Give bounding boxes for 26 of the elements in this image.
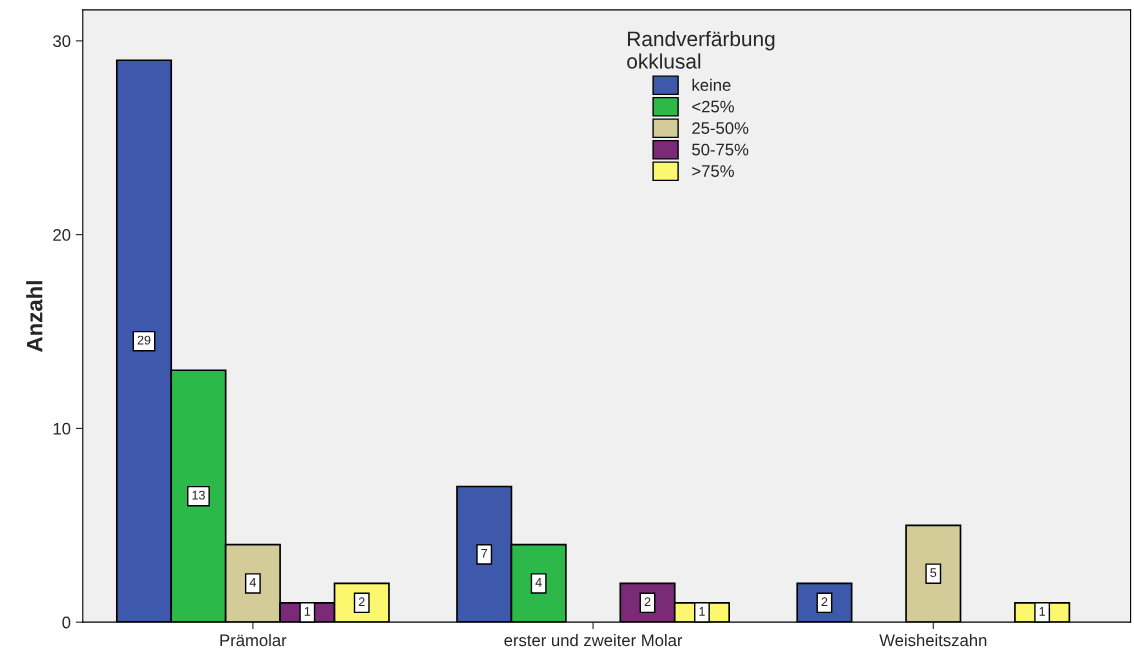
y-tick-label: 30 — [53, 35, 71, 48]
data-label: 2 — [358, 597, 365, 607]
data-label: 4 — [249, 578, 256, 587]
legend-title: Randverfärbung okklusal — [627, 30, 775, 69]
legend-label: <25% — [692, 100, 734, 113]
data-label: 13 — [192, 490, 205, 500]
x-tick-label: erster und zweiter Molar — [504, 633, 683, 647]
legend-label: >75% — [692, 165, 734, 177]
legend-label: keine — [692, 78, 731, 91]
data-label: 2 — [821, 597, 828, 607]
y-tick-label: 10 — [53, 422, 71, 435]
x-tick-label: Prämolar — [220, 633, 287, 647]
data-label: 5 — [930, 568, 937, 578]
data-label: 4 — [535, 578, 542, 587]
data-label: 1 — [699, 607, 705, 616]
y-axis-title: Anzahl — [26, 281, 43, 352]
legend-label: 50-75% — [692, 143, 749, 156]
data-label: 1 — [304, 607, 311, 616]
data-label: 2 — [644, 597, 651, 607]
x-tick-label: Weisheitszahn — [879, 633, 987, 647]
legend-label: 25-50% — [692, 122, 749, 134]
y-tick-label: 20 — [53, 229, 71, 241]
data-label: 29 — [137, 335, 151, 345]
data-label: 7 — [481, 548, 488, 558]
y-tick-label: 0 — [62, 616, 71, 629]
data-label: 1 — [1039, 607, 1046, 616]
